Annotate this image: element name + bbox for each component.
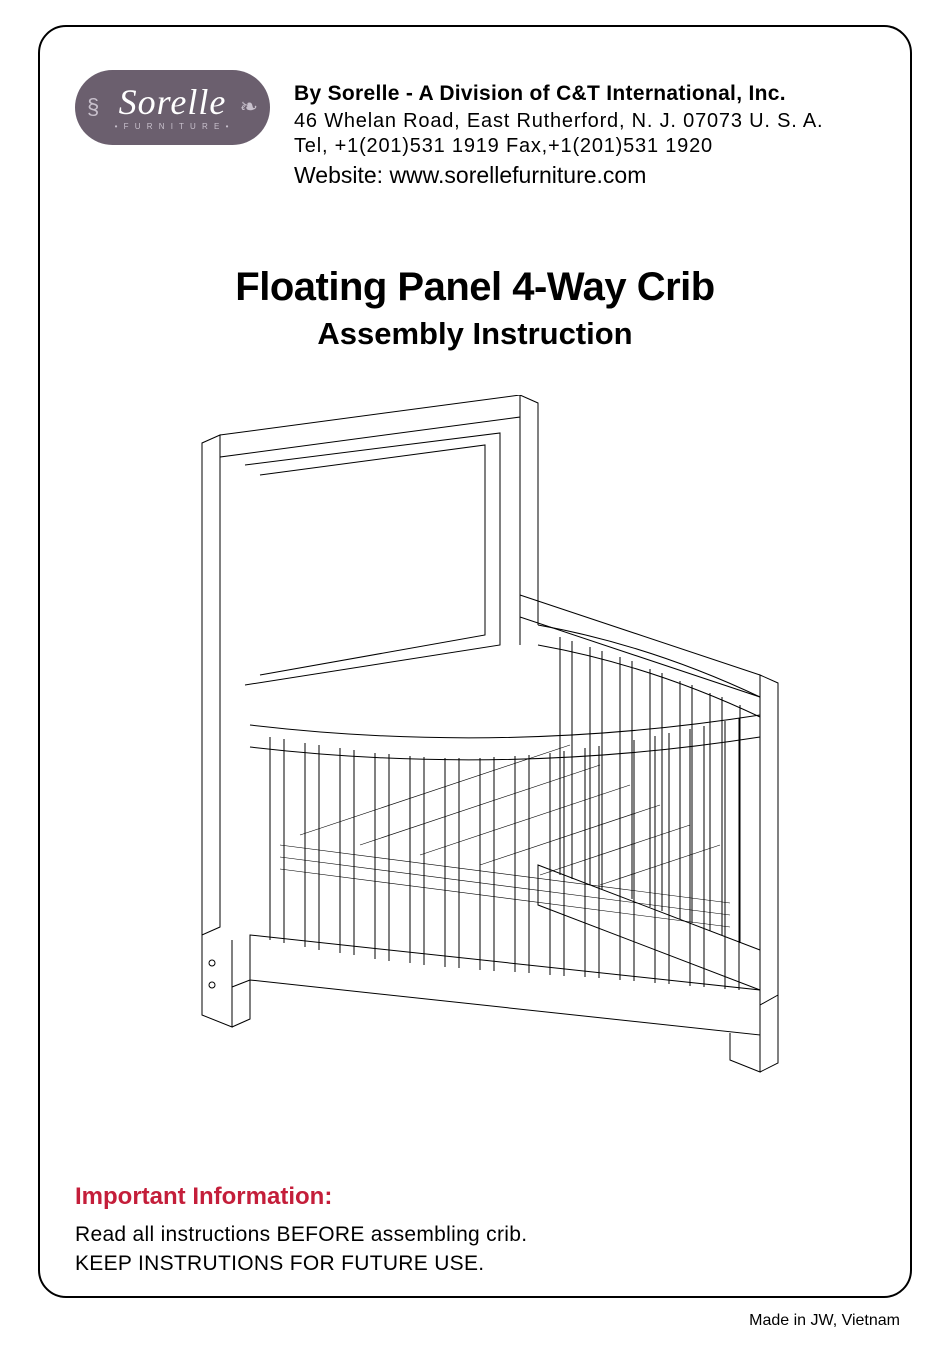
important-heading: Important Information:	[75, 1183, 875, 1211]
logo-brand-text: Sorelle	[119, 84, 227, 120]
document-subtitle: Assembly Instruction	[0, 316, 950, 352]
logo-tagline: • F U R N I T U R E •	[115, 122, 231, 131]
important-info: Important Information: Read all instruct…	[75, 1183, 875, 1278]
company-info: By Sorelle - A Division of C&T Internati…	[294, 70, 875, 189]
company-name: By Sorelle - A Division of C&T Internati…	[294, 82, 875, 106]
important-line-2: KEEP INSTRUTIONS FOR FUTURE USE.	[75, 1250, 875, 1278]
header: § Sorelle • F U R N I T U R E • ❧ By Sor…	[75, 70, 875, 189]
footer-origin: Made in JW, Vietnam	[749, 1312, 900, 1330]
product-title: Floating Panel 4-Way Crib	[0, 265, 950, 310]
brand-logo: § Sorelle • F U R N I T U R E • ❧	[75, 70, 270, 145]
logo-flourish-right-icon: ❧	[240, 94, 258, 120]
company-address: 46 Whelan Road, East Rutherford, N. J. 0…	[294, 110, 875, 133]
crib-diagram	[160, 395, 800, 1075]
important-line-1: Read all instructions BEFORE assembling …	[75, 1221, 875, 1249]
company-website: Website: www.sorellefurniture.com	[294, 162, 875, 189]
logo-flourish-left-icon: §	[87, 94, 99, 120]
company-contact: Tel, +1(201)531 1919 Fax,+1(201)531 1920	[294, 135, 875, 158]
title-block: Floating Panel 4-Way Crib Assembly Instr…	[0, 265, 950, 352]
